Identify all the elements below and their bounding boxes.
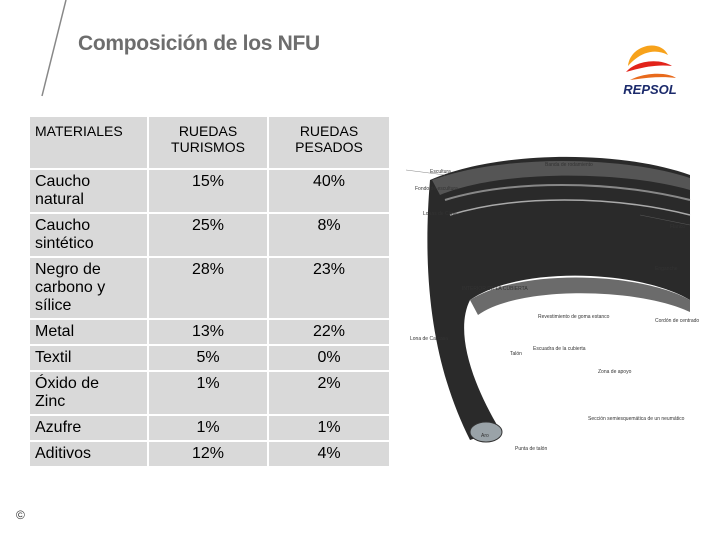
cell: 1%: [267, 414, 391, 442]
tire: [405, 156, 691, 443]
cell: 23%: [267, 256, 391, 320]
cell-text: Textil: [35, 349, 72, 366]
cell-text: Aditivos: [35, 445, 92, 462]
cell-text: 25%: [191, 217, 225, 234]
cell-text: Metal: [35, 323, 75, 340]
cell-text: 4%: [317, 445, 341, 462]
cell: 1%: [147, 370, 269, 416]
row: Aditivos 12% 4%: [28, 440, 391, 468]
figure-label: Lona de Carcasa: [410, 336, 448, 342]
cell-text: 13%: [191, 323, 225, 340]
figure-label: Zona de apoyo: [598, 369, 632, 375]
figure-label: Escuadra de la cubierta: [533, 346, 586, 352]
cell: Metal: [28, 318, 149, 346]
logo: REPSOL: [623, 45, 677, 97]
cell: 0%: [267, 344, 391, 372]
cell-text: 22%: [312, 323, 346, 340]
cell: Negro de carbono y sílice: [28, 256, 149, 320]
figure-label: Aro: [481, 433, 489, 439]
cell: 28%: [147, 256, 269, 320]
row: Caucho sintético 25% 8%: [28, 212, 391, 258]
header-cell: RUEDAS TURISMOS: [147, 115, 269, 170]
copyright: ©: [16, 508, 25, 522]
row: Textil 5% 0%: [28, 344, 391, 372]
figure-label: Lonas de Cima: [423, 211, 457, 217]
header-cell: MATERIALES: [28, 115, 149, 170]
cell-text: Óxido de Zinc: [35, 375, 100, 410]
header-text: RUEDAS TURISMOS: [171, 123, 245, 155]
cell: 13%: [147, 318, 269, 346]
cell: 8%: [267, 212, 391, 258]
cell: 5%: [147, 344, 269, 372]
materials-table: MATERIALES RUEDAS TURISMOS RUEDAS PESADOS C…: [28, 115, 391, 468]
cell-text: 23%: [312, 261, 346, 278]
cell-text: 12%: [191, 445, 225, 462]
figure-label: Revestimiento de goma estanco: [538, 314, 610, 320]
row: Caucho natural 15% 40%: [28, 168, 391, 214]
cell: Óxido de Zinc: [28, 370, 149, 416]
figure-label: Sección semiesquemática de un neumático: [588, 416, 685, 422]
cell: Textil: [28, 344, 149, 372]
title: Composición de los NFU: [78, 32, 320, 55]
cell-text: 1%: [196, 375, 220, 392]
logo-text: REPSOL: [623, 82, 677, 97]
header-cell: RUEDAS PESADOS: [267, 115, 391, 170]
row: Metal 13% 22%: [28, 318, 391, 346]
cell-text: 15%: [191, 173, 225, 190]
cell: Aditivos: [28, 440, 149, 468]
cell: 25%: [147, 212, 269, 258]
cell: 12%: [147, 440, 269, 468]
cell: Azufre: [28, 414, 149, 442]
cell-text: 28%: [191, 261, 225, 278]
figure-label: Flanco: [670, 224, 685, 230]
cell-text: 0%: [317, 349, 341, 366]
figure-label: Talón: [510, 351, 522, 357]
cell-text: 2%: [317, 375, 341, 392]
figure-label: Punta de talón: [515, 446, 547, 452]
cell: 1%: [147, 414, 269, 442]
cell: 4%: [267, 440, 391, 468]
cell-text: 1%: [317, 419, 341, 436]
cell-text: Caucho natural: [35, 173, 91, 208]
cell: 15%: [147, 168, 269, 214]
figure-label: Enganche: [655, 266, 678, 272]
figure-label: Fondo de escultura: [415, 186, 458, 192]
figure-label: Cordón de centrado: [655, 318, 699, 324]
header-text: MATERIALES: [35, 123, 123, 139]
cell-text: 40%: [312, 173, 346, 190]
divider: [41, 0, 67, 97]
cell: Caucho sintético: [28, 212, 149, 258]
cell: Caucho natural: [28, 168, 149, 214]
cell-text: Azufre: [35, 419, 82, 436]
cell: 22%: [267, 318, 391, 346]
header-text: RUEDAS PESADOS: [295, 123, 363, 155]
figure-label: INTERIOR DE LA CUBIERTA: [462, 286, 528, 292]
row: Negro de carbono y sílice 28% 23%: [28, 256, 391, 320]
figure-label: Escultura: [430, 169, 451, 175]
cell-text: Negro de carbono y sílice: [35, 261, 106, 314]
cell: 40%: [267, 168, 391, 214]
figure-label: Banda de rodamiento: [545, 162, 593, 168]
cell-text: 8%: [317, 217, 341, 234]
header-row: MATERIALES RUEDAS TURISMOS RUEDAS PESADOS: [28, 115, 391, 170]
cell-text: 5%: [196, 349, 220, 366]
cell-text: Caucho sintético: [35, 217, 94, 252]
cell-text: 1%: [196, 419, 220, 436]
cell: 2%: [267, 370, 391, 416]
row: Óxido de Zinc 1% 2%: [28, 370, 391, 416]
row: Azufre 1% 1%: [28, 414, 391, 442]
